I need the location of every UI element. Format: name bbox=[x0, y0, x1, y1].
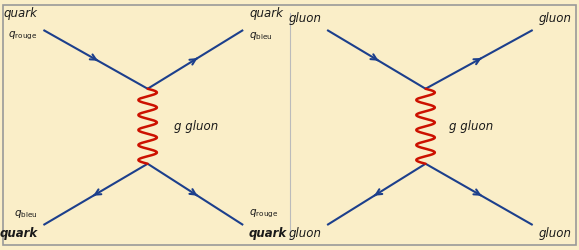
Text: $q_{\mathrm{bleu}}$: $q_{\mathrm{bleu}}$ bbox=[249, 30, 273, 42]
Text: gluon: gluon bbox=[288, 228, 321, 240]
Text: $q_{\mathrm{bleu}}$: $q_{\mathrm{bleu}}$ bbox=[14, 208, 38, 220]
Text: gluon: gluon bbox=[288, 12, 321, 25]
Text: g gluon: g gluon bbox=[174, 120, 218, 133]
Text: gluon: gluon bbox=[538, 12, 571, 25]
Text: quark: quark bbox=[249, 228, 287, 240]
Text: gluon: gluon bbox=[538, 228, 571, 240]
Text: $q_{\mathrm{rouge}}$: $q_{\mathrm{rouge}}$ bbox=[249, 208, 278, 220]
Text: $q_{\mathrm{rouge}}$: $q_{\mathrm{rouge}}$ bbox=[8, 30, 38, 42]
Text: quark: quark bbox=[3, 7, 38, 20]
Text: quark: quark bbox=[249, 7, 283, 20]
Text: g gluon: g gluon bbox=[449, 120, 493, 133]
Text: quark: quark bbox=[0, 228, 38, 240]
